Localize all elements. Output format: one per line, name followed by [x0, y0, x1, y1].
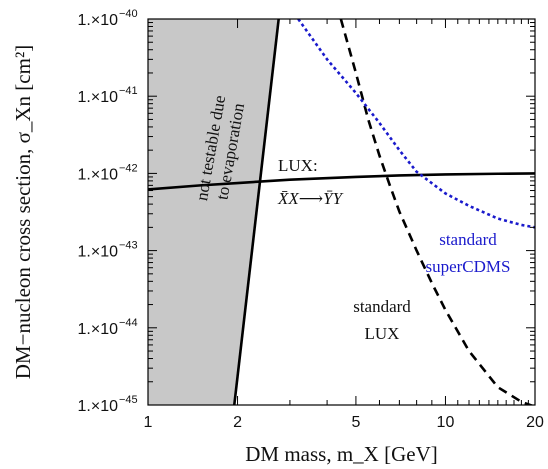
std-lux-label-line2: LUX [365, 324, 400, 343]
x-axis-title: DM mass, m_X [GeV] [245, 442, 437, 466]
plot-frame [147, 18, 536, 406]
evaporation-shaded-region [148, 19, 279, 405]
lux-solid-label-line1: LUX: [278, 156, 318, 175]
x-tick-label: 10 [437, 414, 455, 431]
std-cdms-label-line2: superCDMS [425, 257, 510, 276]
plot-area [148, 19, 535, 405]
x-tick-label: 2 [233, 414, 242, 431]
y-tick-exponent: −45 [119, 394, 138, 406]
series-line-standard-supercdms [297, 19, 535, 229]
y-tick-label: 1.×10 [78, 244, 119, 261]
axis-ticks [147, 18, 536, 406]
axis-titles: DM mass, m_X [GeV] DM−nucleon cross secti… [11, 45, 438, 466]
y-axis-title: DM−nucleon cross section, σ_Xn [cm²] [11, 45, 35, 379]
y-tick-exponent: −44 [119, 317, 138, 329]
y-tick-exponent: −42 [119, 162, 138, 174]
std-cdms-label-line1: standard [439, 230, 497, 249]
x-tick-label: 1 [144, 414, 153, 431]
y-tick-exponent: −41 [119, 85, 138, 97]
tick-labels: 1 2 5 10 201.×10 −451.×10 −441.×10 −431.×10 −421… [78, 8, 544, 431]
y-tick-exponent: −43 [119, 240, 138, 252]
y-tick-label: 1.×10 [78, 321, 119, 338]
y-tick-label: 1.×10 [78, 12, 119, 29]
std-lux-label-line1: standard [353, 297, 411, 316]
series-line-lux-x-x-y [148, 172, 535, 191]
y-tick-label: 1.×10 [78, 398, 119, 415]
lux-solid-label-line2: X̄X⟶ȲY [277, 189, 344, 208]
y-tick-label: 1.×10 [78, 89, 119, 106]
x-tick-label: 5 [351, 414, 360, 431]
series-line-evaporation-boundary [232, 19, 280, 405]
y-axis-title-group: DM−nucleon cross section, σ_Xn [cm²] [11, 45, 35, 379]
y-tick-label: 1.×10 [78, 166, 119, 183]
series-line-standard-lux [339, 19, 535, 405]
y-tick-exponent: −40 [119, 8, 138, 20]
x-tick-label: 20 [526, 414, 544, 431]
